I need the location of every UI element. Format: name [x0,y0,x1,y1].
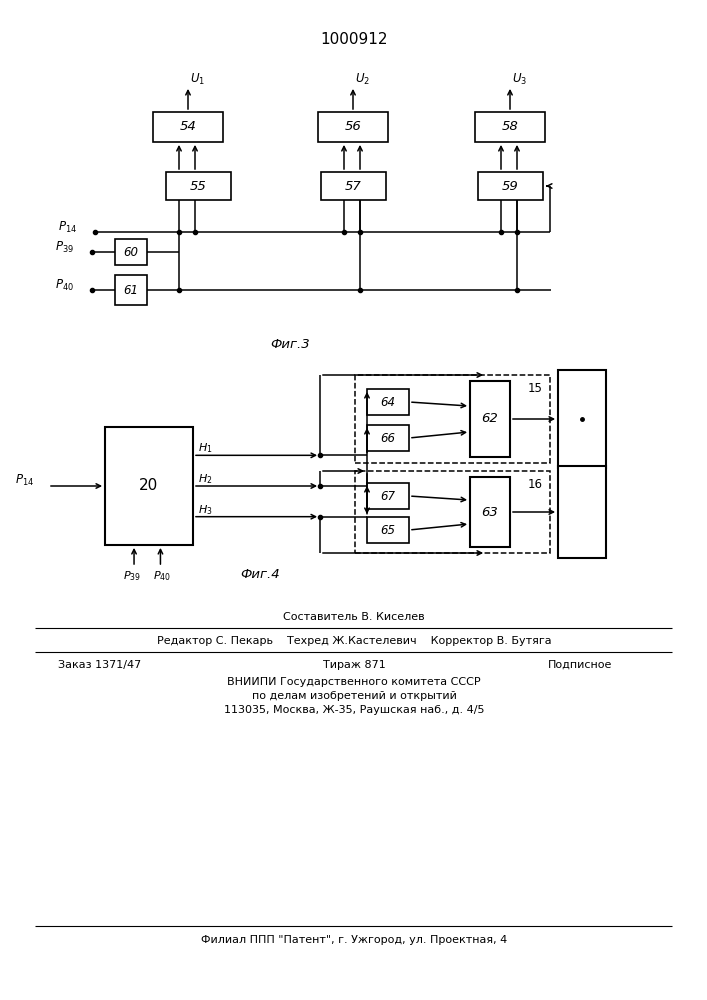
Text: 62: 62 [481,412,498,426]
Text: 67: 67 [380,489,395,502]
Text: Подписное: Подписное [548,660,612,670]
Text: $H_1$: $H_1$ [198,441,212,455]
Bar [470,477,510,547]
Bar [115,239,147,265]
Text: 65: 65 [380,524,395,536]
Text: Составитель В. Киселев: Составитель В. Киселев [284,612,425,622]
Text: $U_3$: $U_3$ [513,71,527,87]
Bar [355,471,550,553]
Text: 113035, Москва, Ж-35, Раушская наб., д. 4/5: 113035, Москва, Ж-35, Раушская наб., д. … [223,705,484,715]
Text: $P_{14}$: $P_{14}$ [58,219,77,235]
Text: $P_{14}$: $P_{14}$ [15,472,34,488]
Bar [367,517,409,543]
Text: $P_{39}$: $P_{39}$ [123,569,141,583]
Text: $P_{40}$: $P_{40}$ [153,569,172,583]
Text: 61: 61 [124,284,139,296]
Text: Тираж 871: Тираж 871 [322,660,385,670]
Text: по делам изобретений и открытий: по делам изобретений и открытий [252,691,457,701]
Bar [470,381,510,457]
Text: 56: 56 [344,120,361,133]
Text: $U_1$: $U_1$ [190,71,206,87]
Bar [105,427,193,545]
Text: 1000912: 1000912 [320,32,387,47]
Text: 60: 60 [124,245,139,258]
Text: 55: 55 [190,180,207,192]
Text: 15: 15 [528,382,543,395]
Text: 64: 64 [380,395,395,408]
Bar [558,370,606,468]
Text: Филиал ППП "Патент", г. Ужгород, ул. Проектная, 4: Филиал ППП "Патент", г. Ужгород, ул. Про… [201,935,507,945]
Text: 54: 54 [180,120,197,133]
Bar [355,375,550,463]
Text: 57: 57 [345,180,362,192]
Bar [475,112,545,142]
Bar [166,172,231,200]
Text: 58: 58 [502,120,518,133]
Text: 59: 59 [502,180,519,192]
Text: $P_{40}$: $P_{40}$ [55,277,74,293]
Text: $P_{39}$: $P_{39}$ [55,239,74,255]
Text: Фиг.3: Фиг.3 [270,338,310,352]
Text: 63: 63 [481,506,498,518]
Text: 16: 16 [528,478,543,491]
Bar [478,172,543,200]
Text: 20: 20 [139,479,158,493]
Text: $H_2$: $H_2$ [198,472,212,486]
Bar [367,389,409,415]
Bar [367,483,409,509]
Text: ВНИИПИ Государственного комитета СССР: ВНИИПИ Государственного комитета СССР [227,677,481,687]
Text: Заказ 1371/47: Заказ 1371/47 [59,660,141,670]
Bar [115,275,147,305]
Text: $U_2$: $U_2$ [356,71,370,87]
Bar [318,112,388,142]
Text: Редактор С. Пекарь    Техред Ж.Кастелевич    Корректор В. Бутяга: Редактор С. Пекарь Техред Ж.Кастелевич К… [157,636,551,646]
Text: 66: 66 [380,432,395,444]
Text: Фиг.4: Фиг.4 [240,568,280,582]
Bar [367,425,409,451]
Bar [558,466,606,558]
Bar [321,172,386,200]
Text: $H_3$: $H_3$ [198,503,212,517]
Bar [153,112,223,142]
